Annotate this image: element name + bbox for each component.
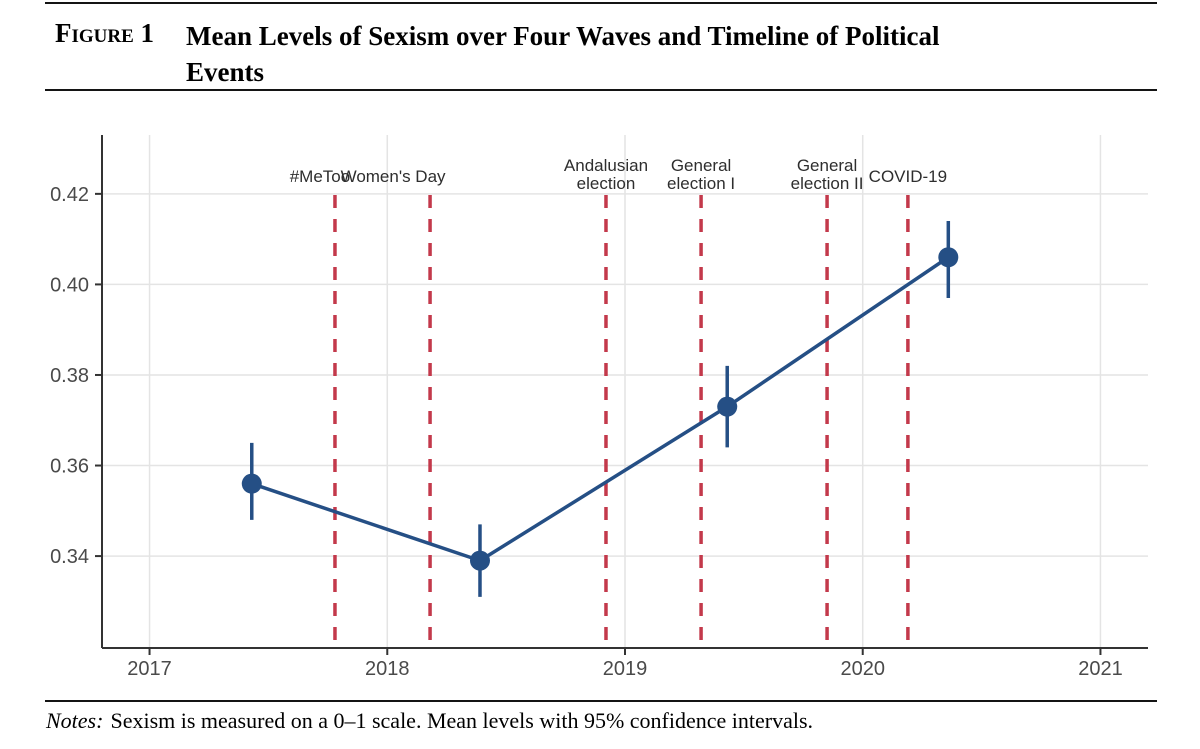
- data-point: [938, 247, 959, 268]
- event-label: Women's Day: [341, 167, 446, 186]
- y-tick-label: 0.38: [50, 365, 89, 387]
- y-tick-label: 0.36: [50, 456, 89, 478]
- figure-title-line-1: Mean Levels of Sexism over Four Waves an…: [186, 21, 940, 51]
- y-tick-label: 0.40: [50, 274, 89, 296]
- notes-label: Notes:: [46, 708, 104, 733]
- y-tick-label: 0.42: [50, 184, 89, 206]
- notes: Notes: Sexism is measured on a 0–1 scale.…: [46, 708, 813, 734]
- x-tick-label: 2017: [127, 658, 172, 680]
- notes-rule: [45, 700, 1157, 702]
- figure-title: Mean Levels of Sexism over Four Waves an…: [186, 18, 939, 90]
- event-label: General: [797, 156, 857, 175]
- figure-title-line-2: Events: [186, 57, 265, 87]
- event-label: election I: [667, 174, 735, 193]
- event-label: Andalusian: [564, 156, 648, 175]
- x-tick-label: 2020: [840, 658, 885, 680]
- x-tick-label: 2018: [365, 658, 410, 680]
- event-label: election II: [791, 174, 864, 193]
- event-label: #MeToo: [290, 167, 350, 186]
- trend-line: [251, 255, 950, 563]
- data-point: [717, 396, 738, 417]
- top-rule: [45, 2, 1157, 4]
- event-label: General: [671, 156, 731, 175]
- data-point: [241, 473, 262, 494]
- y-tick-label: 0.34: [50, 546, 89, 568]
- event-label: election: [577, 174, 636, 193]
- data-point: [469, 550, 490, 571]
- figure-label: Figure 1: [55, 18, 155, 48]
- notes-text: Sexism is measured on a 0–1 scale. Mean …: [110, 708, 814, 733]
- x-tick-label: 2021: [1078, 658, 1123, 680]
- event-label: COVID-19: [869, 167, 947, 186]
- header-rule: [45, 89, 1157, 91]
- x-tick-label: 2019: [603, 658, 648, 680]
